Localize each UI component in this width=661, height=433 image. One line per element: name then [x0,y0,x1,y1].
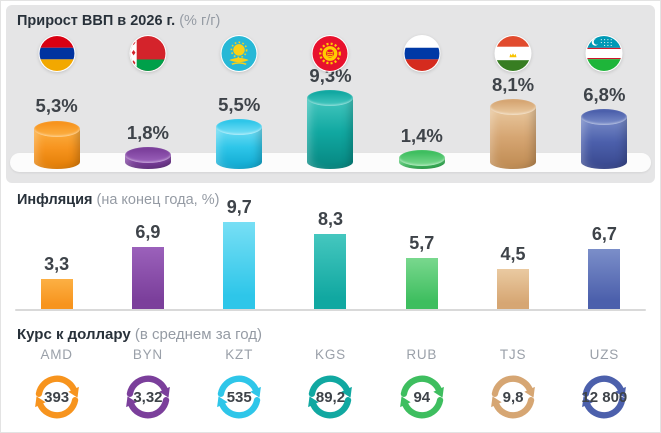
fx-column-uzbekistan: UZS 12 800 [559,347,650,426]
fx-columns: AMD 393 BYN 3,32 KZT 535 [11,347,650,426]
inflation-column-russia: 5,7 [376,183,467,309]
gdp-cylinder-bar [398,150,445,169]
fx-title-text: Курс к доллару [17,326,131,343]
exchange-arrows-icon: 12 800 [575,368,633,426]
gdp-column-russia: 1,4% [376,1,467,183]
fx-title-subtitle: (в среднем за год) [134,326,262,343]
flag-tajikistan-icon [494,35,532,72]
gdp-column-kazakhstan: 5,5% [194,1,285,183]
gdp-cylinder-bar [124,147,171,169]
fx-column-tajikistan: TJS 9,8 [467,347,558,426]
gdp-value-label: 9,3% [309,64,352,86]
gdp-column-belarus: 1,8% [102,1,193,183]
inflation-value-label: 6,9 [135,221,161,242]
exchange-arrows-icon: 393 [28,368,86,426]
gdp-value-label: 1,4% [400,124,443,146]
currency-code-label: RUB [406,347,438,362]
inflation-bar [405,257,438,309]
inflation-bar [223,221,256,309]
gdp-cylinder-bar [581,109,628,169]
exchange-arrows-icon: 535 [210,368,268,426]
inflation-value-label: 6,7 [591,223,617,244]
gdp-section: Прирост ВВП в 2026 г. (% г/г) 5,3% 1,8% [1,1,660,183]
flag-uzbekistan-icon [585,35,623,72]
gdp-value-label: 1,8% [126,121,169,143]
inflation-value-label: 4,5 [500,243,526,264]
fx-value-label: 9,8 [502,388,524,406]
inflation-columns: 3,3 6,9 9,7 8,3 5,7 4,5 [11,183,650,309]
fx-column-russia: RUB 94 [376,347,467,426]
gdp-column-kyrgyzstan: 9,3% [285,1,376,183]
currency-code-label: KGS [315,347,346,362]
fx-column-belarus: BYN 3,32 [102,347,193,426]
fx-column-kazakhstan: KZT 535 [194,347,285,426]
currency-code-label: UZS [589,347,620,362]
gdp-title-text: Прирост ВВП в 2026 г. [17,13,176,29]
inflation-bar [497,268,530,309]
inflation-bar [131,246,164,309]
inflation-column-kazakhstan: 9,7 [194,183,285,309]
inflation-column-kyrgyzstan: 8,3 [285,183,376,309]
gdp-section-title: Прирост ВВП в 2026 г. (% г/г) [17,13,220,29]
gdp-cylinder-bar [490,99,537,169]
inflation-value-label: 3,3 [44,254,70,275]
inflation-axis-baseline [15,309,646,311]
exchange-arrows-icon: 89,2 [301,368,359,426]
inflation-column-tajikistan: 4,5 [467,183,558,309]
flag-kazakhstan-icon [220,35,258,72]
fx-column-kyrgyzstan: KGS 89,2 [285,347,376,426]
fx-value-label: 3,32 [133,388,163,406]
flag-armenia-icon [38,35,76,72]
fx-value-label: 94 [413,388,431,406]
currency-code-label: KZT [225,347,254,362]
gdp-value-label: 8,1% [491,73,535,95]
gdp-value-label: 6,8% [583,83,626,105]
gdp-column-tajikistan: 8,1% [467,1,558,183]
currency-code-label: TJS [499,347,527,362]
inflation-value-label: 9,7 [226,196,252,217]
flag-kyrgyzstan-icon [311,35,349,72]
currency-code-label: AMD [40,347,73,362]
fx-column-armenia: AMD 393 [11,347,102,426]
gdp-title-subtitle: (% г/г) [179,13,221,29]
gdp-column-armenia: 5,3% [11,1,102,183]
flag-belarus-icon [129,35,167,72]
exchange-arrows-icon: 94 [393,368,451,426]
exchange-arrows-icon: 9,8 [484,368,542,426]
inflation-value-label: 5,7 [409,232,435,253]
inflation-column-armenia: 3,3 [11,183,102,309]
exchange-arrows-icon: 3,32 [119,368,177,426]
inflation-column-belarus: 6,9 [102,183,193,309]
gdp-cylinder-bar [33,120,80,169]
fx-section: Курс к доллару (в среднем за год) AMD 39… [1,319,660,432]
inflation-bar [588,248,621,309]
inflation-title-subtitle: (на конец года, %) [96,192,220,208]
inflation-value-label: 8,3 [317,209,343,230]
gdp-column-uzbekistan: 6,8% [559,1,650,183]
gdp-value-label: 5,5% [218,93,261,115]
inflation-title-text: Инфляция [17,192,93,208]
fx-value-label: 393 [44,388,70,406]
fx-value-label: 89,2 [315,388,346,406]
fx-value-label: 12 800 [581,388,628,406]
inflation-column-uzbekistan: 6,7 [559,183,650,309]
inflation-section-title: Инфляция (на конец года, %) [17,192,219,208]
flag-russia-icon [403,35,441,72]
currency-code-label: BYN [132,347,163,362]
inflation-bar [314,234,347,309]
gdp-cylinder-bar [307,90,354,169]
gdp-cylinder-bar [216,119,263,169]
fx-value-label: 535 [226,388,252,406]
fx-section-title: Курс к доллару (в среднем за год) [17,326,262,343]
gdp-columns: 5,3% 1,8% 5,5% 9, [11,1,650,183]
gdp-value-label: 5,3% [35,95,78,117]
inflation-section: Инфляция (на конец года, %) 3,3 6,9 9,7 … [1,183,660,319]
inflation-bar [40,279,73,309]
